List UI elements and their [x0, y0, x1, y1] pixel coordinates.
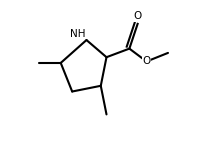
- Text: O: O: [142, 56, 151, 66]
- Text: NH: NH: [70, 29, 85, 39]
- Text: O: O: [134, 11, 142, 21]
